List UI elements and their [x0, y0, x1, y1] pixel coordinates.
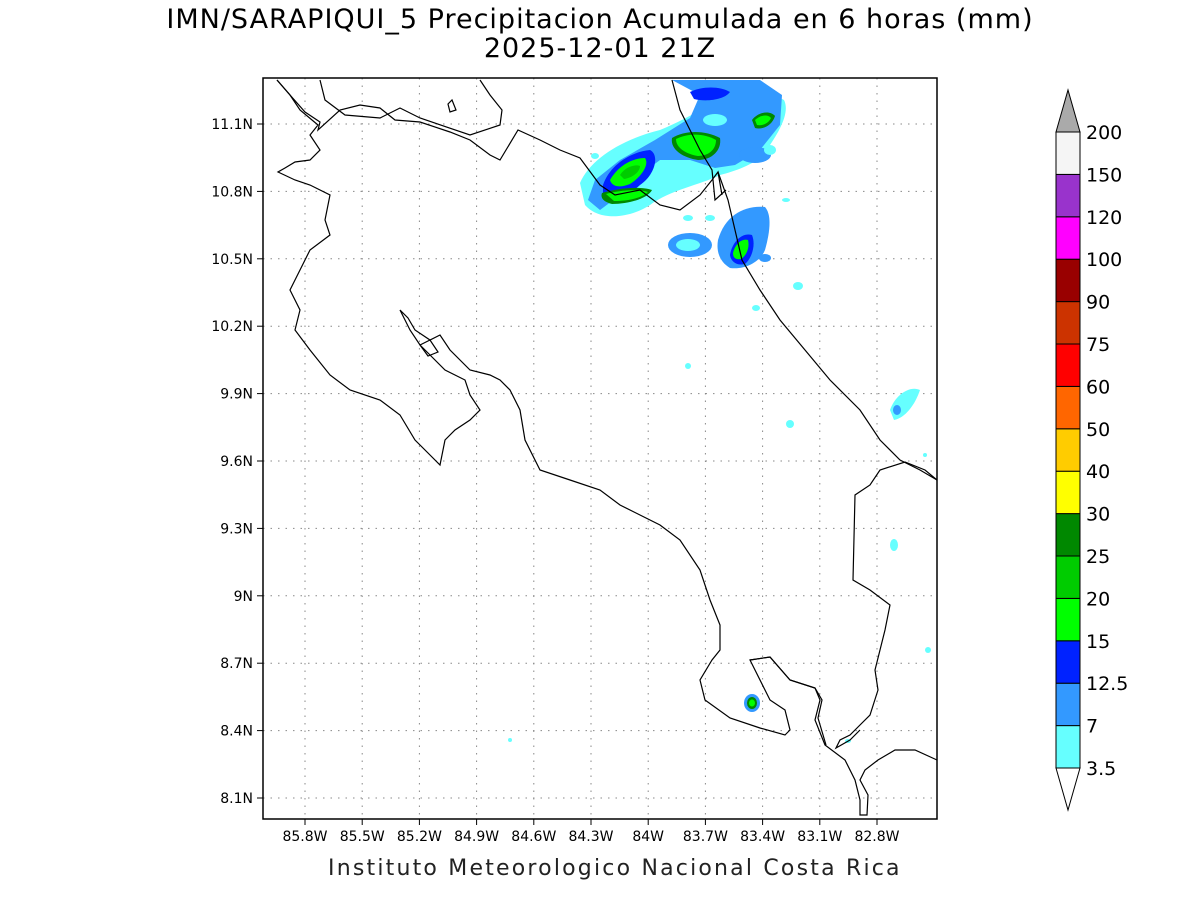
lon-tick-label: 84.6W — [511, 829, 556, 845]
colorbar-label: 90 — [1086, 292, 1110, 314]
osa-peninsula — [749, 656, 827, 746]
axes: 85.8W 85.5W 85.2W 84.9W 84.6W 84.3W 84W 83.7W 83… — [211, 117, 899, 845]
lat-tick-label: 10.8N — [211, 184, 253, 200]
colorbar-swatch — [1055, 385, 1081, 430]
lon-tick-label: 85.8W — [282, 829, 327, 845]
lat-tick-label: 9.9N — [220, 387, 253, 403]
colorbar-max-arrow — [1055, 88, 1081, 133]
island — [447, 98, 457, 113]
colorbar-label: 200 — [1086, 122, 1122, 144]
lat-tick-label: 9.6N — [220, 454, 253, 470]
precipitation-field — [508, 80, 931, 743]
panama-border — [834, 461, 938, 750]
lon-tick-label: 83.4W — [740, 829, 785, 845]
lat-tick-label: 11.1N — [211, 117, 253, 133]
golfo-inset — [419, 339, 439, 357]
colorbar-min-arrow — [1055, 767, 1081, 812]
lon-tick-label: 83.1W — [797, 829, 842, 845]
colorbar-label: 60 — [1086, 376, 1110, 398]
lat-tick-label: 10.2N — [211, 319, 253, 335]
lat-tick-label: 9.3N — [220, 521, 253, 537]
nicaragua-border-north — [319, 79, 503, 136]
colorbar-swatch — [1055, 428, 1081, 472]
lat-tick-label: 10.5N — [211, 252, 253, 268]
colorbar-label: 30 — [1086, 504, 1110, 526]
colorbar-label: 25 — [1086, 546, 1110, 568]
colorbar-swatch — [1055, 131, 1081, 175]
map-date: 2025-12-01 21Z — [483, 33, 717, 64]
map-footer: Instituto Meteorologico Nacional Costa R… — [328, 856, 902, 881]
colorbar-label: 7 — [1086, 716, 1098, 738]
coastlines — [276, 79, 938, 816]
lat-tick-label: 8.1N — [220, 791, 253, 807]
colorbar-label: 3.5 — [1086, 758, 1116, 780]
map-title: IMN/SARAPIQUI_5 Precipitacion Acumulada … — [166, 4, 1034, 35]
colorbar-swatch — [1055, 301, 1081, 345]
colorbar-swatch — [1055, 173, 1081, 218]
colorbar-swatch — [1055, 640, 1081, 684]
lon-tick-label: 85.5W — [340, 829, 385, 845]
colorbar-swatch — [1055, 258, 1081, 303]
colorbar-label: 100 — [1086, 249, 1122, 271]
san-juan-river — [671, 79, 727, 202]
colorbar-legend: 3.5 7 12.5 15 20 25 30 40 50 60 75 90 100 120 150 200 — [1055, 88, 1128, 812]
colorbar-label: 15 — [1086, 631, 1110, 653]
colorbar-label: 20 — [1086, 588, 1110, 610]
colorbar-label: 120 — [1086, 207, 1122, 229]
colorbar-swatch — [1055, 682, 1081, 727]
colorbar-label: 12.5 — [1086, 673, 1128, 695]
colorbar-label: 50 — [1086, 419, 1110, 441]
colorbar-swatch — [1055, 555, 1081, 599]
colorbar-swatch — [1055, 470, 1081, 515]
lon-tick-label: 84W — [632, 829, 664, 845]
lon-tick-label: 83.7W — [683, 829, 728, 845]
lon-tick-label: 82.8W — [854, 829, 899, 845]
lat-tick-label: 8.7N — [220, 656, 253, 672]
colorbar-label: 40 — [1086, 461, 1110, 483]
lon-tick-label: 84.3W — [568, 829, 613, 845]
map-frame — [262, 77, 938, 820]
lon-tick-label: 84.9W — [454, 829, 499, 845]
caribbean-coast — [717, 171, 938, 481]
lat-tick-label: 9N — [234, 589, 253, 605]
colorbar-swatch — [1055, 597, 1081, 642]
colorbar-swatch — [1055, 343, 1081, 387]
nicaragua-border — [276, 79, 723, 211]
lon-tick-label: 85.2W — [397, 829, 442, 845]
lat-tick-label: 8.4N — [220, 724, 253, 740]
colorbar-swatch — [1055, 513, 1081, 557]
colorbar-swatch — [1055, 216, 1081, 260]
colorbar-label: 150 — [1086, 164, 1122, 186]
colorbar-label: 75 — [1086, 334, 1110, 356]
colorbar-swatch — [1055, 725, 1081, 769]
